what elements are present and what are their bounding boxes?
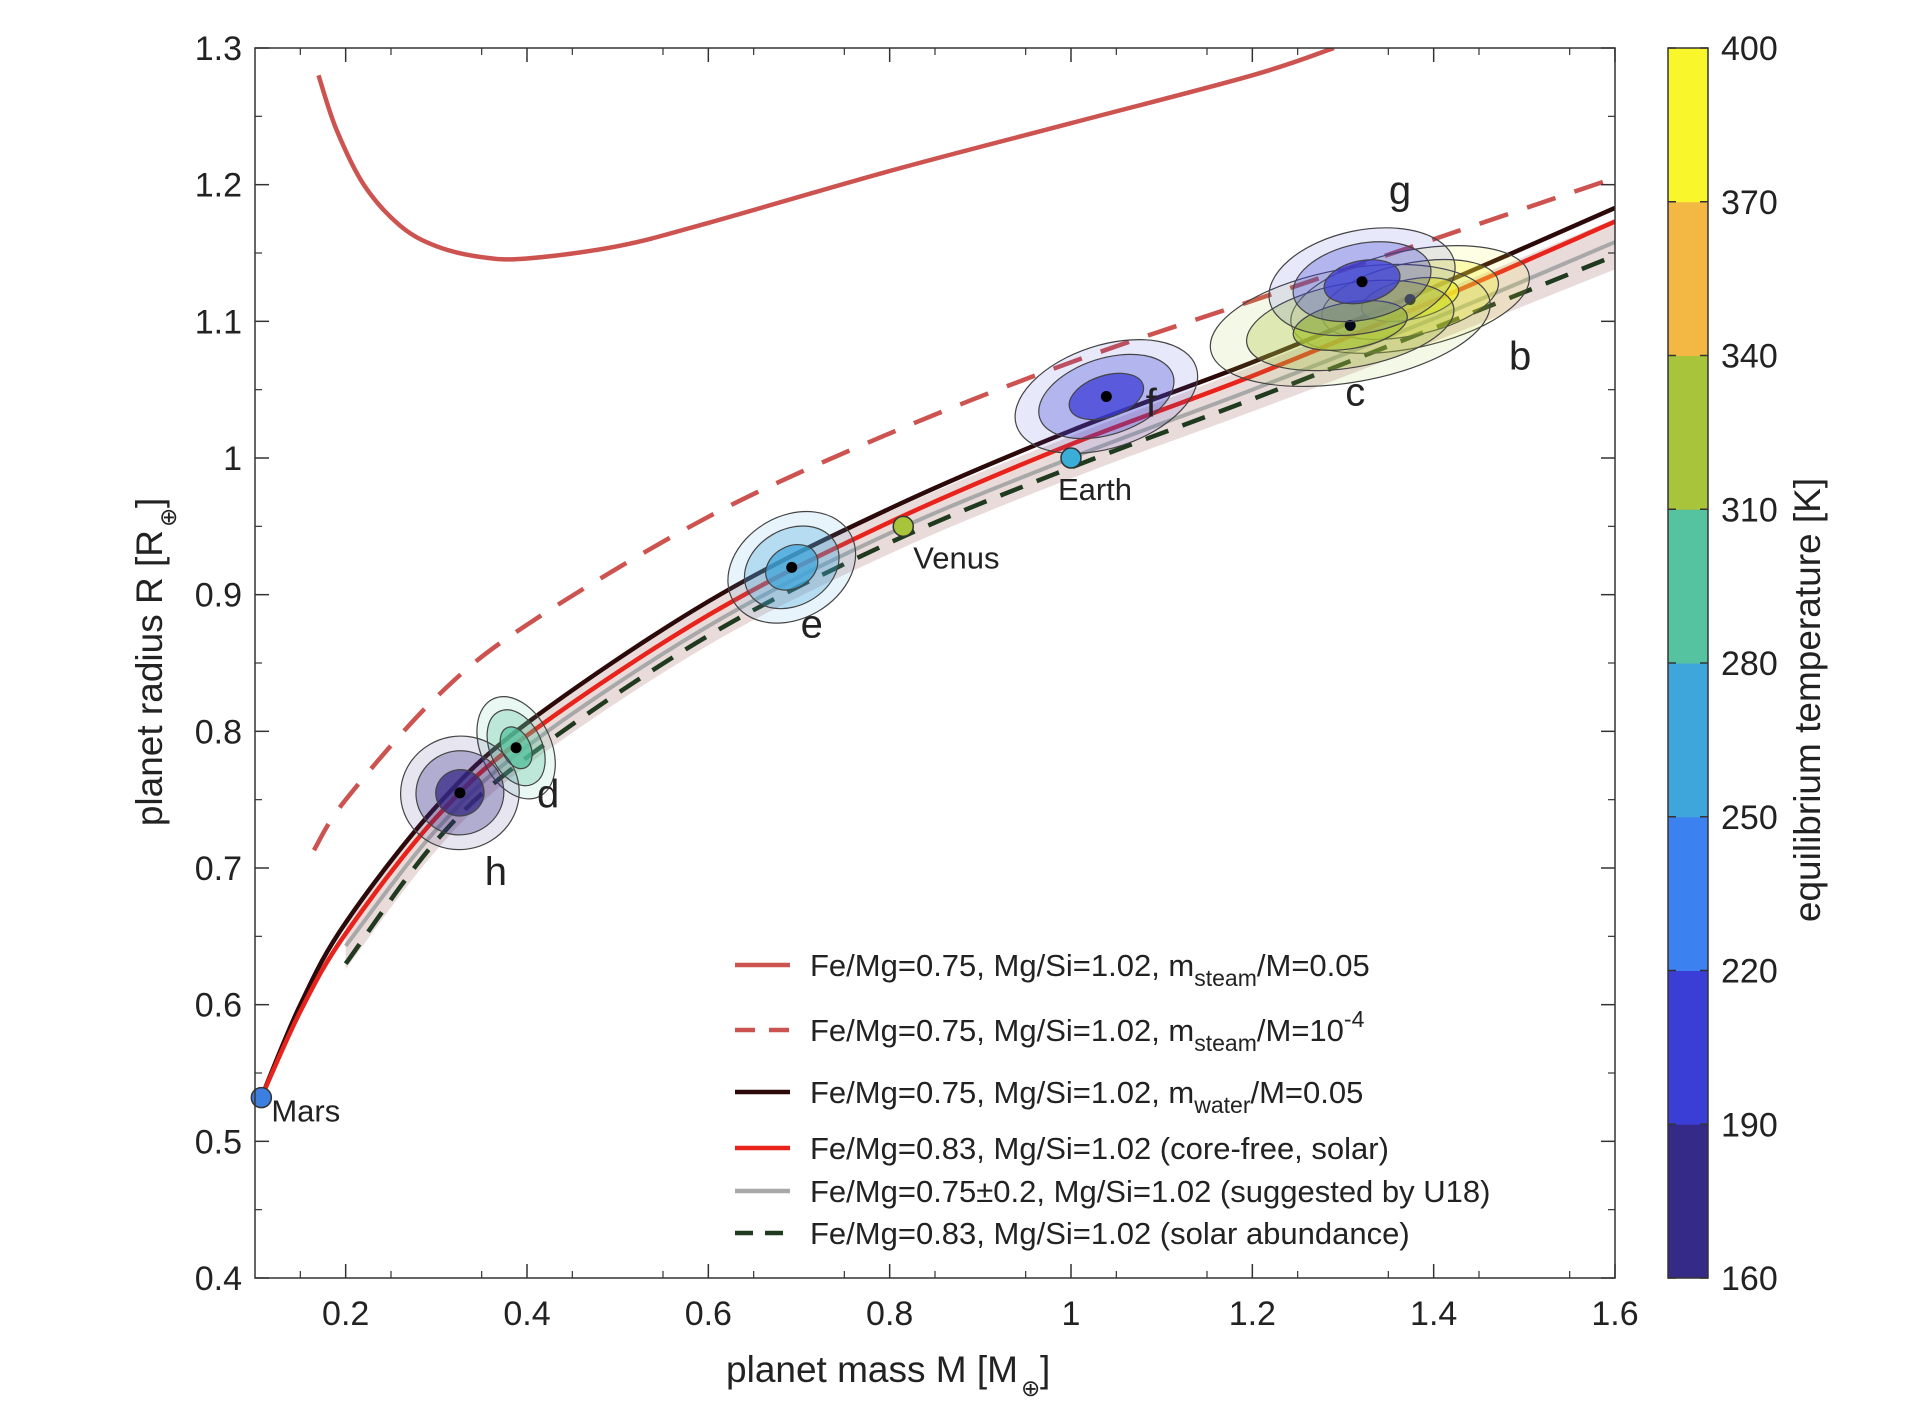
colorbar-segment <box>1668 816 1708 971</box>
planet-c-point <box>1344 319 1356 331</box>
colorbar-tick-label: 190 <box>1721 1106 1778 1144</box>
reference-layer: Mars Venus Earth <box>250 447 1132 1129</box>
y-axis-label-sub: ⊕ <box>155 508 181 527</box>
colorbar-tick-label: 340 <box>1721 338 1778 376</box>
legend-label-solar: Fe/Mg=0.83, Mg/Si=1.02 (solar abundance) <box>810 1216 1410 1251</box>
x-axis-label-tail: ] <box>1040 1349 1050 1390</box>
x-tick-label: 0.6 <box>685 1295 732 1333</box>
x-tick-label: 1.2 <box>1229 1295 1276 1333</box>
planet-e: e <box>727 510 857 646</box>
y-tick-label: 0.4 <box>195 1260 242 1298</box>
planet-h-point <box>454 787 466 799</box>
planet-h-label: h <box>485 850 507 894</box>
y-axis-label-main: planet radius R [R <box>129 530 170 826</box>
colorbar-tick-label: 220 <box>1721 953 1778 991</box>
ref-venus: Venus <box>892 515 999 575</box>
colorbar-tick-label: 310 <box>1721 491 1778 529</box>
ref-mars-point <box>250 1086 273 1109</box>
planet-e-label: e <box>801 602 823 646</box>
planet-g-point <box>1356 276 1368 288</box>
legend: Fe/Mg=0.75, Mg/Si=1.02, msteam/M=0.05 Fe/… <box>735 948 1490 1251</box>
legend-entry-u18: Fe/Mg=0.75±0.2, Mg/Si=1.02 (suggested by… <box>735 1174 1490 1209</box>
planet-g-label: g <box>1389 169 1411 213</box>
planet-d-point <box>510 742 522 754</box>
legend-label-corefree: Fe/Mg=0.83, Mg/Si=1.02 (core-free, solar… <box>810 1131 1389 1166</box>
planet-b-label: b <box>1509 334 1531 378</box>
x-tick-label: 1.6 <box>1591 1295 1638 1333</box>
curve-steam05 <box>316 48 1335 262</box>
planet-f: f <box>1014 339 1199 454</box>
planet-c: c <box>1209 263 1491 414</box>
colorbar-segment <box>1668 201 1708 356</box>
planet-d-label: d <box>537 773 559 817</box>
x-tick-label: 1 <box>1062 1295 1081 1333</box>
y-tick-label: 1 <box>223 440 242 478</box>
axes: 0.2 0.4 0.6 0.8 1 1.2 1.4 1.6 0.4 0.5 0.6 0.7 0.8 0.9… <box>195 30 1639 1333</box>
colorbar-segment <box>1668 48 1708 203</box>
colorbar: equilibrium temperature [K] 160 190 220 250… <box>1667 30 1828 1298</box>
colorbar-segment <box>1668 663 1708 818</box>
colorbar-segment <box>1668 509 1708 664</box>
planet-c-label: c <box>1345 370 1365 414</box>
legend-entry-steam05: Fe/Mg=0.75, Mg/Si=1.02, msteam/M=0.05 <box>735 948 1370 991</box>
x-axis-label: planet mass M [M ⊕ ] <box>726 1349 1050 1401</box>
legend-entry-corefree: Fe/Mg=0.83, Mg/Si=1.02 (core-free, solar… <box>735 1131 1389 1166</box>
colorbar-segment <box>1668 970 1708 1125</box>
x-axis-label-sub: ⊕ <box>1021 1375 1040 1401</box>
ref-mars: Mars <box>250 1086 340 1129</box>
colorbar-tick-label: 160 <box>1721 1260 1778 1298</box>
legend-entry-steam1e4: Fe/Mg=0.75, Mg/Si=1.02, msteam/M=10-4 <box>735 1006 1365 1056</box>
planet-e-point <box>786 561 798 573</box>
x-tick-label: 1.4 <box>1410 1295 1457 1333</box>
ref-venus-label: Venus <box>913 540 999 575</box>
legend-entry-water05: Fe/Mg=0.75, Mg/Si=1.02, mwater/M=0.05 <box>735 1075 1363 1118</box>
planet-h: h <box>399 735 520 894</box>
x-tick-label: 0.4 <box>503 1295 550 1333</box>
y-tick-label: 0.7 <box>195 850 242 888</box>
y-tick-label: 0.6 <box>195 987 242 1025</box>
x-tick-label: 0.8 <box>866 1295 913 1333</box>
y-tick-label: 1.1 <box>195 303 242 341</box>
legend-label-steam05: Fe/Mg=0.75, Mg/Si=1.02, msteam/M=0.05 <box>810 948 1370 991</box>
y-axis-label-tail: ] <box>129 498 170 508</box>
colorbar-segment <box>1668 1124 1708 1279</box>
legend-label-water05: Fe/Mg=0.75, Mg/Si=1.02, mwater/M=0.05 <box>810 1075 1363 1118</box>
colorbar-tick-label: 250 <box>1721 799 1778 837</box>
legend-label-u18: Fe/Mg=0.75±0.2, Mg/Si=1.02 (suggested by… <box>810 1174 1490 1209</box>
colorbar-tick-label: 370 <box>1721 184 1778 222</box>
y-tick-label: 0.9 <box>195 577 242 615</box>
planet-layer: b c d e f g h <box>399 169 1531 894</box>
colorbar-tick-label: 400 <box>1721 30 1778 68</box>
planet-f-point <box>1100 391 1112 402</box>
y-axis-label: planet radius R [R ⊕ ] <box>129 498 181 826</box>
x-axis-label-main: planet mass M [M <box>726 1349 1018 1390</box>
ref-earth: Earth <box>1058 447 1132 507</box>
colorbar-tick-label: 280 <box>1721 645 1778 683</box>
y-tick-label: 0.5 <box>195 1123 242 1161</box>
ref-mars-label: Mars <box>271 1094 340 1129</box>
ref-earth-label: Earth <box>1058 472 1132 507</box>
x-tick-label: 0.2 <box>322 1295 369 1333</box>
y-tick-label: 1.2 <box>195 167 242 205</box>
colorbar-label: equilibrium temperature [K] <box>1787 478 1828 922</box>
y-tick-label: 0.8 <box>195 713 242 751</box>
legend-label-steam1e4: Fe/Mg=0.75, Mg/Si=1.02, msteam/M=10-4 <box>810 1006 1365 1056</box>
planet-f-label: f <box>1146 382 1158 426</box>
planet-g: g <box>1268 169 1456 337</box>
legend-entry-solar: Fe/Mg=0.83, Mg/Si=1.02 (solar abundance) <box>735 1216 1410 1251</box>
colorbar-segment <box>1668 355 1708 510</box>
y-tick-label: 1.3 <box>195 30 242 68</box>
planet-b-point <box>1404 293 1416 305</box>
ref-earth-point <box>1060 447 1082 469</box>
ref-venus-point <box>892 515 915 538</box>
